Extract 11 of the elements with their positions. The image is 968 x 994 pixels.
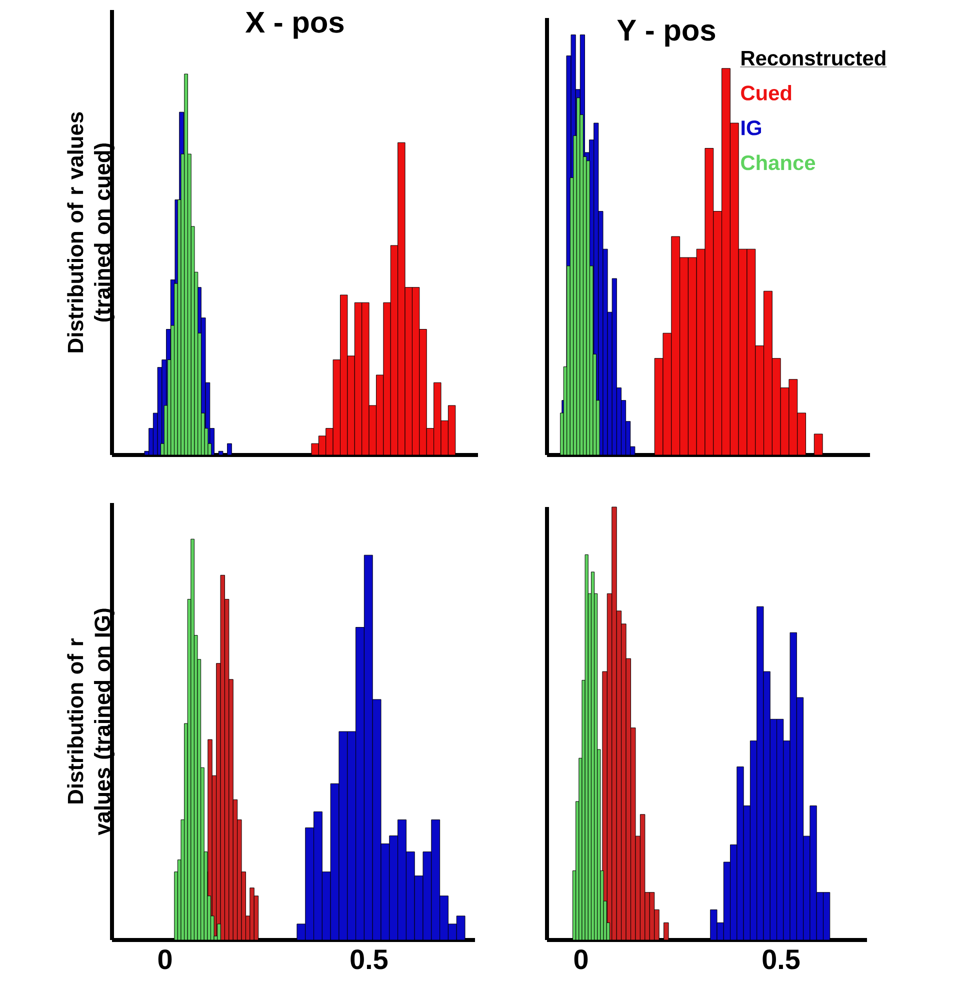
chart-title: X - pos <box>245 12 344 39</box>
x-tick-label: 0.5 <box>762 950 800 970</box>
text: Chance <box>741 154 816 170</box>
x-tick-label: 0 <box>574 950 588 970</box>
text: IG <box>742 120 761 136</box>
legend-title: Reconstructed <box>742 50 886 66</box>
x-tick-label: 0.5 <box>350 950 388 970</box>
y-axis-title: Distribution of r values (trained on cued) <box>67 112 114 352</box>
x-tick-label: 0 <box>158 950 172 970</box>
chart-title: Y - pos <box>617 20 716 47</box>
series-label: Cued <box>741 85 792 100</box>
